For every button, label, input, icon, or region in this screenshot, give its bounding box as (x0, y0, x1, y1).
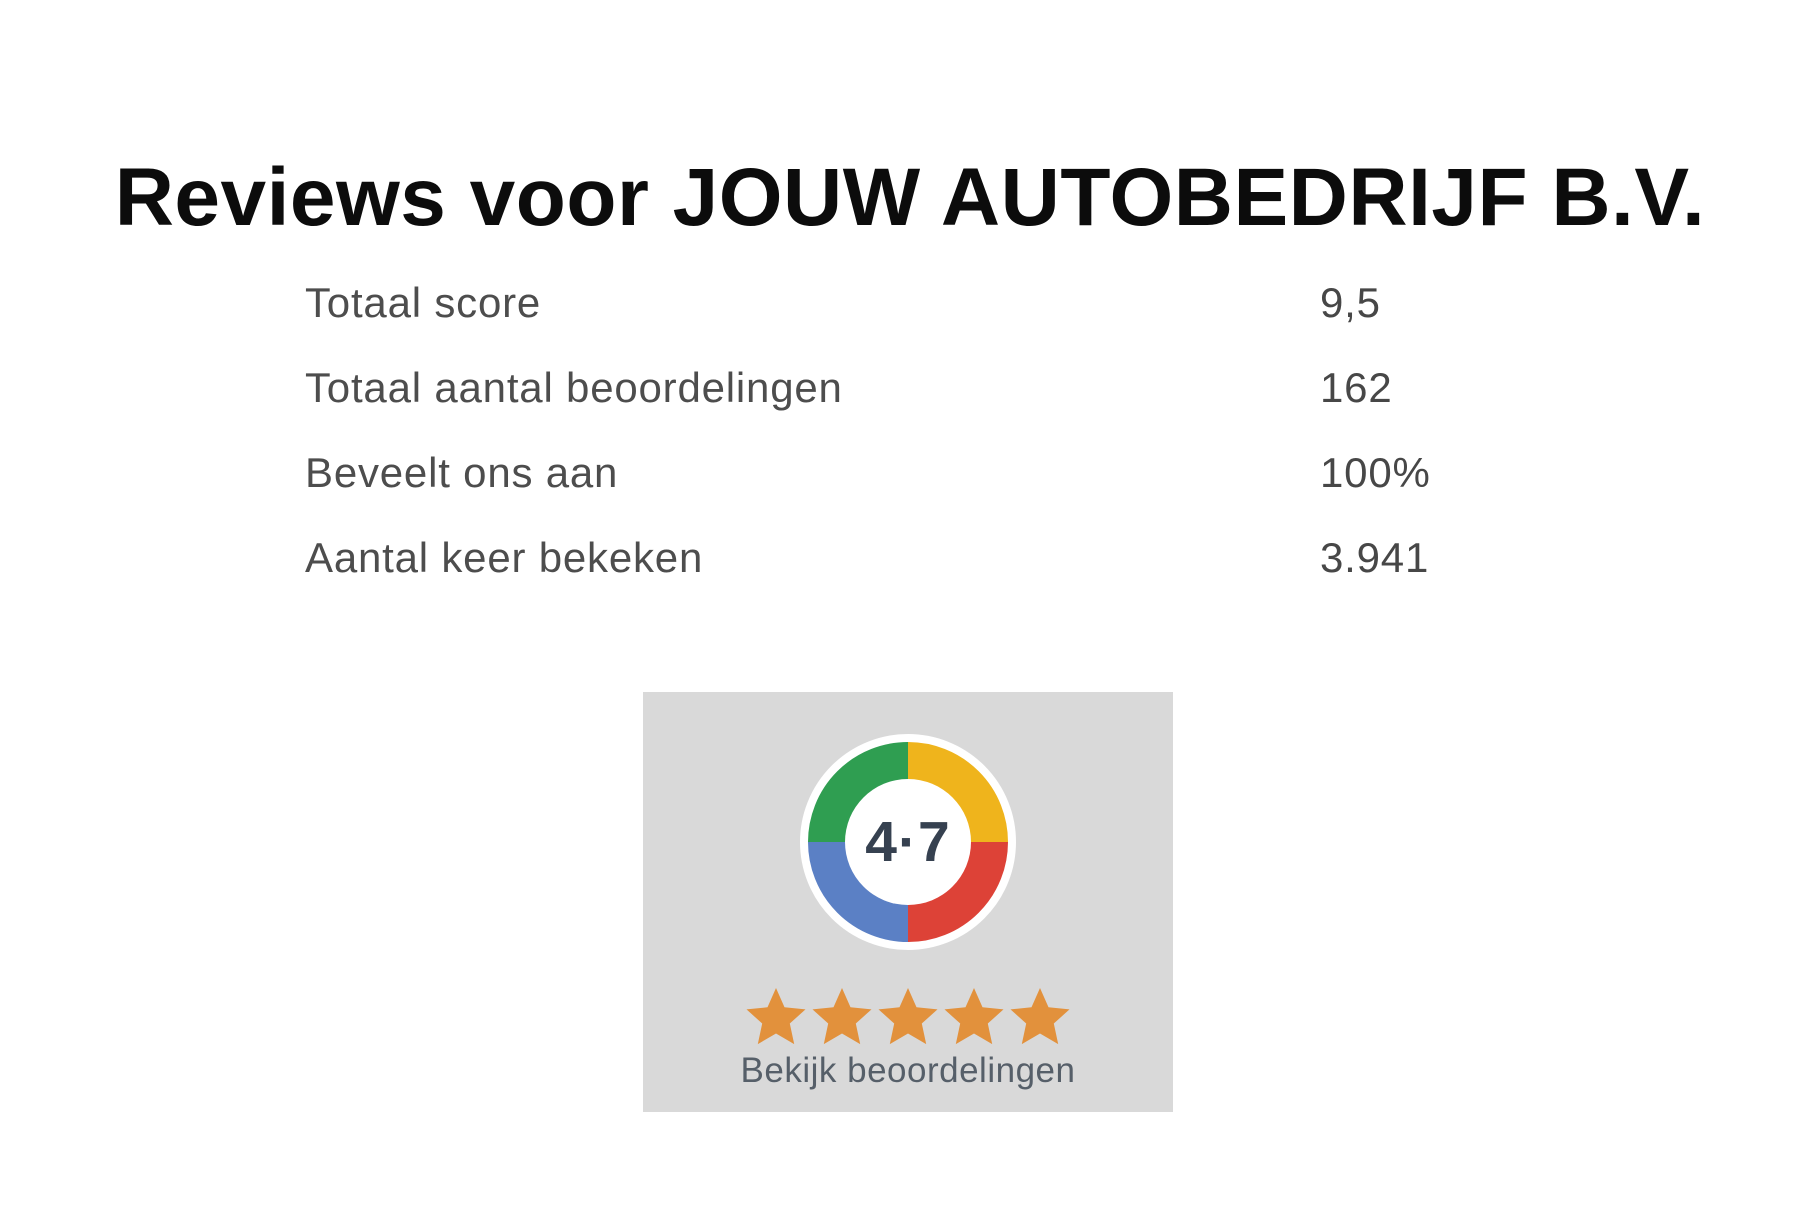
star-rating (744, 986, 1072, 1047)
table-row: Beveelt ons aan 100% (305, 430, 1431, 515)
table-row: Aantal keer bekeken 3.941 (305, 515, 1431, 600)
star-icon (942, 986, 1006, 1047)
donut-hole: 4·7 (845, 779, 971, 905)
view-reviews-link[interactable]: Bekijk beoordelingen (740, 1051, 1076, 1090)
table-row: Totaal score 9,5 (305, 260, 1431, 345)
stat-value-total-reviews: 162 (1320, 363, 1393, 411)
score-donut-chart: 4·7 (800, 734, 1016, 950)
stat-label-times-viewed: Aantal keer bekeken (305, 533, 704, 581)
star-icon (1008, 986, 1072, 1047)
star-icon (744, 986, 808, 1047)
review-badge-widget[interactable]: 4·7 Bekijk beoordelingen (643, 692, 1173, 1112)
stat-value-times-viewed: 3.941 (1320, 533, 1430, 581)
stat-label-total-reviews: Totaal aantal beoordelingen (305, 363, 843, 411)
score-value: 4·7 (865, 810, 951, 874)
table-row: Totaal aantal beoordelingen 162 (305, 345, 1431, 430)
star-icon (810, 986, 874, 1047)
page-title: Reviews voor JOUW AUTOBEDRIJF B.V. (114, 151, 1706, 243)
stat-label-total-score: Totaal score (305, 278, 542, 326)
stat-label-recommends: Beveelt ons aan (305, 448, 619, 496)
stat-value-total-score: 9,5 (1320, 278, 1381, 326)
stats-table: Totaal score 9,5 Totaal aantal beoordeli… (305, 260, 1431, 600)
stat-value-recommends: 100% (1320, 448, 1431, 496)
star-icon (876, 986, 940, 1047)
